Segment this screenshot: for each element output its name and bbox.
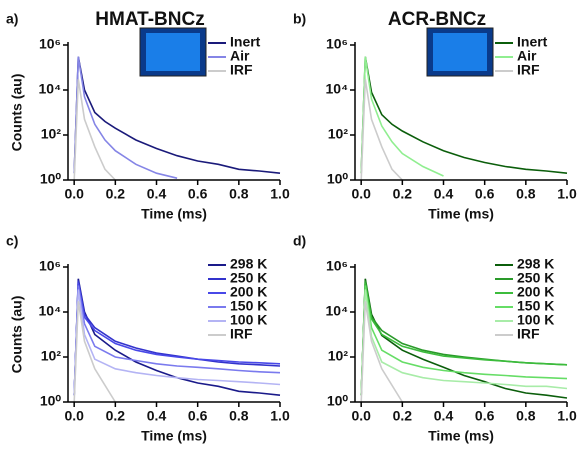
sample-film	[146, 33, 200, 71]
y-tick-label: 10⁰	[40, 171, 62, 187]
y-tick-label: 10⁴	[326, 81, 349, 97]
legend-label: IRF	[517, 62, 540, 78]
x-axis-label: Time (ms)	[428, 206, 494, 222]
decay-curve	[360, 56, 444, 177]
y-tick-label: 10²	[328, 126, 349, 142]
decay-curve	[73, 285, 281, 396]
legend-label: IRF	[230, 62, 253, 78]
legend-label: 250 K	[517, 270, 554, 286]
x-axis-label: Time (ms)	[141, 206, 207, 222]
x-tick-label: 0.0	[64, 408, 84, 424]
legend-label: 150 K	[517, 298, 554, 314]
panel-label: c)	[6, 233, 18, 249]
panel-label: d)	[293, 233, 306, 249]
x-axis-label: Time (ms)	[428, 428, 494, 444]
y-tick-label: 10²	[328, 348, 349, 364]
legend-label: IRF	[517, 326, 540, 342]
y-axis-label: Counts (au)	[9, 296, 25, 374]
x-axis-label: Time (ms)	[141, 428, 207, 444]
y-tick-label: 10⁶	[326, 36, 348, 52]
y-tick-label: 10⁰	[327, 393, 349, 409]
x-tick-label: 0.8	[516, 186, 536, 202]
decay-curve	[73, 289, 281, 396]
y-tick-label: 10⁶	[326, 258, 348, 274]
legend-label: 100 K	[517, 312, 554, 328]
decay-curve	[360, 301, 403, 403]
x-tick-label: 0.8	[229, 408, 249, 424]
x-tick-label: 0.0	[351, 408, 371, 424]
x-tick-label: 0.4	[434, 186, 454, 202]
y-tick-label: 10²	[41, 348, 62, 364]
y-axis-label: Counts (au)	[9, 74, 25, 152]
panel-label: a)	[6, 11, 18, 27]
legend-label: Inert	[517, 34, 548, 50]
x-tick-label: 0.8	[516, 408, 536, 424]
legend-label: 298 K	[517, 256, 554, 272]
legend-label: Air	[230, 48, 250, 64]
decay-curve	[360, 282, 568, 396]
legend-label: 100 K	[230, 312, 267, 328]
legend-label: IRF	[230, 326, 253, 342]
decay-curve	[73, 282, 281, 396]
y-tick-label: 10⁴	[39, 303, 62, 319]
legend-label: Inert	[230, 34, 261, 50]
legend-label: 250 K	[230, 270, 267, 286]
chart-title: HMAT-BNCz	[95, 9, 204, 30]
x-tick-label: 1.0	[557, 408, 577, 424]
x-tick-label: 0.6	[188, 408, 208, 424]
x-tick-label: 0.6	[475, 186, 495, 202]
x-tick-label: 1.0	[557, 186, 577, 202]
x-tick-label: 0.8	[229, 186, 249, 202]
decay-curve	[73, 56, 178, 179]
decay-curve	[73, 301, 116, 403]
x-tick-label: 0.4	[147, 408, 167, 424]
decay-curve	[360, 285, 568, 396]
x-tick-label: 0.2	[393, 186, 413, 202]
decay-curve	[73, 79, 116, 181]
legend-label: Air	[517, 48, 537, 64]
x-tick-label: 0.4	[147, 186, 167, 202]
x-tick-label: 0.4	[434, 408, 454, 424]
decay-curve	[360, 79, 403, 181]
chart-title: ACR-BNCz	[388, 9, 486, 30]
legend-label: 298 K	[230, 256, 267, 272]
x-tick-label: 0.2	[106, 186, 126, 202]
x-tick-label: 0.0	[351, 186, 371, 202]
x-tick-label: 0.0	[64, 186, 84, 202]
sample-film	[433, 33, 487, 71]
y-tick-label: 10⁴	[39, 81, 62, 97]
y-tick-label: 10⁶	[39, 258, 61, 274]
x-tick-label: 0.6	[475, 408, 495, 424]
y-tick-label: 10²	[41, 126, 62, 142]
y-tick-label: 10⁰	[327, 171, 349, 187]
legend-label: 200 K	[230, 284, 267, 300]
x-tick-label: 1.0	[270, 186, 290, 202]
x-tick-label: 1.0	[270, 408, 290, 424]
legend-label: 200 K	[517, 284, 554, 300]
y-tick-label: 10⁶	[39, 36, 61, 52]
x-tick-label: 0.6	[188, 186, 208, 202]
x-tick-label: 0.2	[393, 408, 413, 424]
decay-curve	[73, 56, 281, 174]
panel-label: b)	[293, 11, 306, 27]
decay-curve	[360, 56, 568, 174]
legend-label: 150 K	[230, 298, 267, 314]
y-tick-label: 10⁰	[40, 393, 62, 409]
x-tick-label: 0.2	[106, 408, 126, 424]
y-tick-label: 10⁴	[326, 303, 349, 319]
